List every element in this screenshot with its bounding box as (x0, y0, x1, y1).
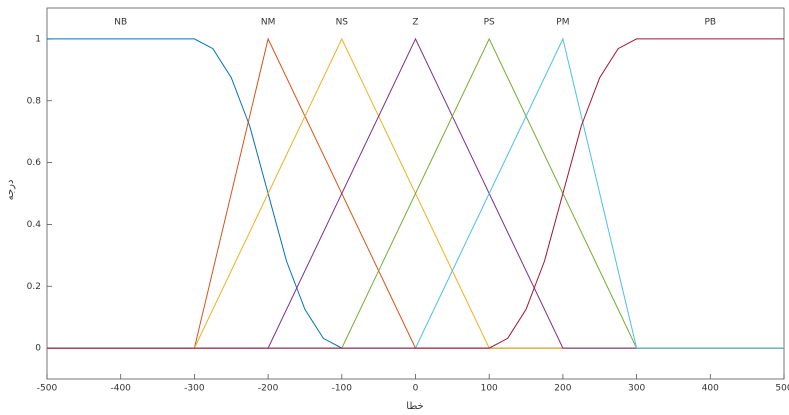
x-tick-label: -300 (184, 384, 205, 394)
x-tick-label: -500 (37, 384, 58, 394)
x-tick-label: 500 (775, 384, 789, 394)
x-tick-label: -200 (258, 384, 279, 394)
x-tick-label: 0 (413, 384, 419, 394)
series-label: NM (261, 18, 276, 28)
y-axis-label: درجه (5, 180, 16, 201)
series-label: PM (556, 18, 569, 28)
y-tick-label: 0 (35, 344, 41, 354)
y-tick-label: 0.4 (27, 220, 42, 230)
x-tick-label: -100 (332, 384, 353, 394)
membership-line (47, 37, 784, 349)
x-tick-label: 300 (628, 384, 645, 394)
x-tick-label: 100 (481, 384, 498, 394)
series-label: PS (484, 18, 495, 28)
series-label: Z (412, 18, 418, 28)
x-tick-label: -400 (110, 384, 131, 394)
membership-line (47, 38, 784, 349)
x-tick-label: 200 (554, 384, 571, 394)
y-tick-label: 1 (35, 34, 41, 44)
y-tick-label: 0.6 (27, 158, 42, 168)
y-tick-label: 0.8 (27, 96, 42, 106)
x-axis-label: خطا (406, 401, 423, 412)
y-tick-label: 0.2 (27, 282, 41, 292)
series-label: NB (114, 18, 127, 28)
x-tick-label: 400 (702, 384, 719, 394)
series-label: NS (336, 18, 349, 28)
series-label: PB (704, 18, 716, 28)
